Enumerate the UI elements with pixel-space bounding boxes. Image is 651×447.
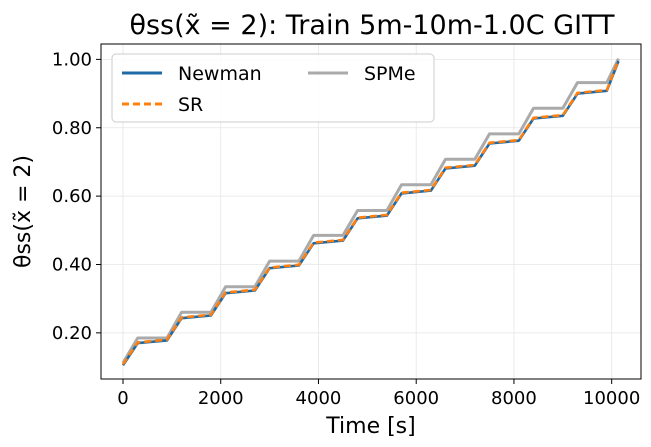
y-tick-label: 1.00 (52, 49, 92, 70)
x-tick-label: 10000 (583, 388, 640, 409)
y-tick-label: 0.40 (52, 254, 92, 275)
legend: Newman SR SPMe (111, 53, 435, 123)
y-tick-label: 0.20 (52, 323, 92, 344)
legend-label-sr: SR (178, 94, 203, 116)
plot-frame (100, 43, 642, 380)
y-tick-label: 0.60 (52, 186, 92, 207)
x-tick-label: 0 (117, 388, 128, 409)
series-line-spme (121, 58, 620, 364)
y-axis-label: θss(x̃ = 2) (11, 155, 36, 268)
series-line-sr (121, 59, 620, 366)
x-tick-label: 8000 (491, 388, 537, 409)
y-tick-label: 0.80 (52, 118, 92, 139)
x-tick-label: 4000 (296, 388, 342, 409)
legend-box (111, 53, 435, 123)
x-tick-label: 6000 (393, 388, 439, 409)
legend-label-spme: SPMe (364, 63, 416, 85)
series-layer (121, 58, 620, 367)
x-axis-label: Time [s] (325, 414, 415, 439)
chart-title: θss(x̃ = 2): Train 5m-10m-1.0C GITT (129, 10, 615, 41)
x-tick-label: 2000 (198, 388, 244, 409)
ticks: 0 2000 4000 6000 8000 10000 0.20 0.40 0.60 0.80 1.… (52, 49, 640, 409)
legend-label-newman: Newman (178, 63, 262, 85)
